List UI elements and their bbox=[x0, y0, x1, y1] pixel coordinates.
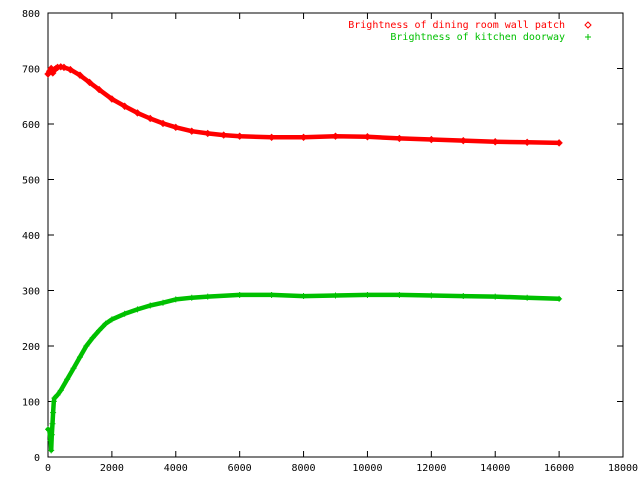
x-tick-label: 14000 bbox=[480, 463, 510, 474]
data-point bbox=[48, 431, 55, 438]
series-band bbox=[45, 64, 562, 146]
data-point bbox=[48, 447, 55, 454]
legend-entry-label: Brightness of kitchen doorway bbox=[390, 32, 565, 43]
data-point bbox=[89, 334, 96, 341]
x-tick-label: 0 bbox=[45, 463, 51, 474]
data-point bbox=[76, 354, 83, 361]
y-tick-label: 300 bbox=[22, 287, 40, 298]
y-tick-label: 100 bbox=[22, 398, 40, 409]
series-1 bbox=[45, 291, 563, 454]
x-tick-label: 6000 bbox=[228, 463, 252, 474]
data-point bbox=[363, 133, 372, 141]
data-point bbox=[160, 299, 166, 306]
data-point bbox=[268, 291, 275, 298]
data-point bbox=[235, 132, 244, 140]
data-point bbox=[146, 114, 154, 123]
series-layer bbox=[44, 63, 563, 454]
legend: Brightness of dining room wall patchBrig… bbox=[348, 20, 592, 43]
x-tick-label: 4000 bbox=[164, 463, 188, 474]
plot-frame bbox=[47, 12, 624, 458]
data-point bbox=[108, 95, 116, 103]
data-point bbox=[121, 310, 128, 317]
data-point bbox=[556, 295, 563, 302]
data-point bbox=[188, 294, 195, 301]
data-point bbox=[460, 293, 467, 300]
data-point bbox=[172, 123, 180, 132]
data-point bbox=[45, 426, 51, 433]
data-point bbox=[50, 398, 57, 405]
y-tick-label: 600 bbox=[22, 120, 40, 131]
y-tick-label: 700 bbox=[22, 65, 40, 76]
x-tick-label: 12000 bbox=[416, 463, 446, 474]
y-tick-label: 400 bbox=[22, 231, 40, 242]
data-point bbox=[85, 78, 94, 87]
legend-entry-label: Brightness of dining room wall patch bbox=[348, 20, 565, 31]
data-point bbox=[267, 133, 276, 142]
y-tick-label: 500 bbox=[22, 176, 40, 187]
data-point bbox=[524, 294, 531, 301]
data-point bbox=[133, 109, 142, 117]
data-point bbox=[396, 291, 403, 298]
data-point bbox=[108, 316, 115, 323]
data-point bbox=[54, 391, 61, 398]
data-point bbox=[459, 136, 467, 145]
legend-marker bbox=[584, 21, 592, 29]
data-point bbox=[51, 395, 58, 402]
x-tick-label: 2000 bbox=[100, 463, 124, 474]
data-point bbox=[102, 320, 109, 327]
data-point bbox=[236, 291, 243, 298]
data-point bbox=[331, 132, 340, 140]
data-point bbox=[70, 365, 77, 372]
data-point bbox=[332, 292, 339, 299]
data-point bbox=[159, 119, 167, 128]
data-point bbox=[204, 129, 212, 138]
data-point bbox=[50, 409, 57, 416]
axis-ticks: 0 2000 4000 6000 8000 10000 12000 14000 16000 180… bbox=[22, 9, 638, 474]
data-point bbox=[57, 387, 64, 394]
data-point bbox=[49, 420, 56, 427]
x-tick-label: 16000 bbox=[544, 463, 574, 474]
legend-marker bbox=[585, 34, 591, 40]
x-tick-label: 10000 bbox=[352, 463, 382, 474]
y-tick-label: 0 bbox=[34, 453, 40, 464]
data-point bbox=[219, 131, 228, 139]
data-point bbox=[47, 437, 54, 444]
series-0 bbox=[44, 63, 563, 147]
data-point bbox=[555, 139, 563, 147]
y-tick-label: 800 bbox=[22, 9, 40, 20]
data-point bbox=[364, 291, 371, 298]
data-point bbox=[427, 135, 436, 144]
series-band bbox=[45, 292, 562, 453]
data-point bbox=[60, 63, 68, 72]
data-point bbox=[523, 138, 531, 147]
data-point bbox=[428, 292, 435, 299]
data-point bbox=[492, 293, 499, 300]
data-point bbox=[134, 306, 141, 313]
data-point bbox=[96, 327, 103, 334]
data-point bbox=[83, 343, 90, 349]
data-point bbox=[46, 427, 53, 434]
data-point bbox=[491, 138, 499, 146]
data-point bbox=[64, 376, 71, 383]
data-point bbox=[66, 65, 75, 74]
y-tick-label: 200 bbox=[22, 342, 40, 353]
x-tick-label: 8000 bbox=[292, 463, 316, 474]
data-point bbox=[299, 133, 308, 142]
data-point bbox=[300, 293, 307, 300]
data-point bbox=[120, 102, 129, 110]
x-tick-label: 18000 bbox=[608, 463, 638, 474]
data-point bbox=[53, 63, 62, 72]
data-point bbox=[95, 85, 103, 94]
data-point bbox=[76, 71, 84, 79]
data-point bbox=[172, 296, 179, 303]
data-point bbox=[204, 293, 211, 300]
data-point bbox=[188, 127, 196, 135]
data-point bbox=[147, 302, 154, 309]
data-point bbox=[395, 134, 404, 143]
